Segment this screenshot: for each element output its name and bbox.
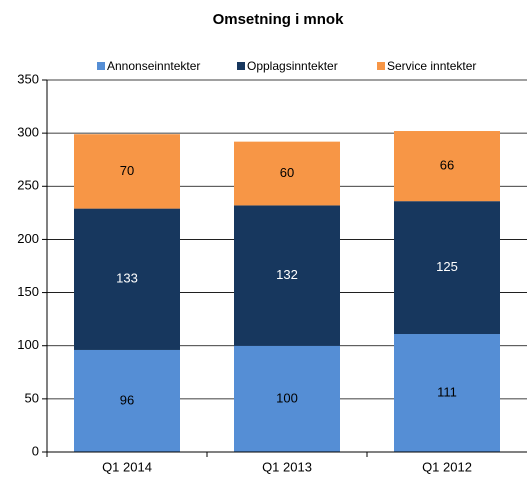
data-label: 100 (276, 390, 298, 405)
data-label: 60 (280, 165, 294, 180)
data-label: 66 (440, 158, 454, 173)
legend-swatch (377, 62, 385, 70)
y-tick-label: 350 (17, 71, 39, 86)
data-label: 96 (120, 392, 134, 407)
data-label: 133 (116, 271, 138, 286)
y-tick-label: 250 (17, 178, 39, 193)
legend-label: Annonseinntekter (107, 59, 200, 73)
bar-segment (74, 208, 180, 350)
data-label: 111 (437, 384, 457, 399)
legend-swatch (237, 62, 245, 70)
x-tick-label: Q1 2012 (422, 459, 472, 474)
x-tick-label: Q1 2014 (102, 459, 152, 474)
y-tick-label: 150 (17, 284, 39, 299)
bar-segment (394, 334, 500, 452)
legend-swatch (97, 62, 105, 70)
data-label: 132 (276, 267, 298, 282)
bar-segment (74, 349, 180, 452)
y-tick-label: 50 (25, 390, 39, 405)
data-label: 125 (436, 259, 458, 274)
y-tick-label: 100 (17, 337, 39, 352)
bar-segment (394, 201, 500, 335)
bar-segment (234, 345, 340, 452)
data-label: 70 (120, 163, 134, 178)
legend-label: Opplagsinntekter (247, 59, 338, 73)
y-tick-label: 0 (32, 443, 39, 458)
bar-segment (394, 131, 500, 202)
bar-segment (234, 205, 340, 346)
chart-title: Omsetning i mnok (213, 11, 345, 28)
bar-segment (74, 134, 180, 209)
legend-label: Service inntekter (387, 59, 476, 73)
y-tick-label: 200 (17, 231, 39, 246)
x-tick-label: Q1 2013 (262, 459, 312, 474)
bar-segment (234, 141, 340, 206)
y-tick-label: 300 (17, 125, 39, 140)
